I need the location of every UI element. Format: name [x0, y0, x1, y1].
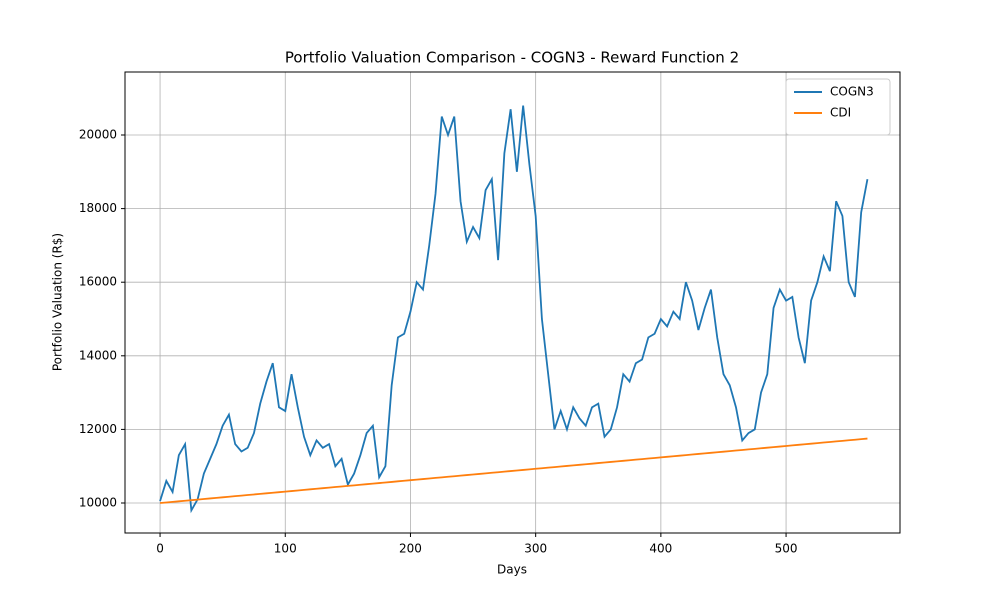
y-axis-label: Portfolio Valuation (R$)	[51, 233, 65, 371]
plot-frame	[124, 71, 901, 534]
y-tick-label: 12000	[79, 422, 117, 436]
series-line	[159, 105, 869, 514]
y-tick-label: 10000	[79, 496, 117, 510]
x-tick-label: 400	[649, 542, 672, 556]
y-tick-label: 16000	[79, 275, 117, 289]
y-tick-label: 20000	[79, 128, 117, 142]
x-tick-label: 500	[775, 542, 798, 556]
legend: COGN3 CDI	[785, 78, 891, 136]
x-tick-label: 300	[524, 542, 547, 556]
y-tick-label: 14000	[79, 348, 117, 362]
chart-title: Portfolio Valuation Comparison - COGN3 -…	[285, 49, 739, 67]
series-line	[159, 437, 868, 504]
legend-label: COGN3	[830, 85, 874, 99]
legend-label: CDI	[830, 106, 851, 120]
x-tick-label: 200	[399, 542, 422, 556]
y-tick-label: 18000	[79, 201, 117, 215]
x-tick-label: 0	[156, 542, 164, 556]
x-axis-label: Days	[497, 563, 527, 577]
x-tick-label: 100	[274, 542, 297, 556]
